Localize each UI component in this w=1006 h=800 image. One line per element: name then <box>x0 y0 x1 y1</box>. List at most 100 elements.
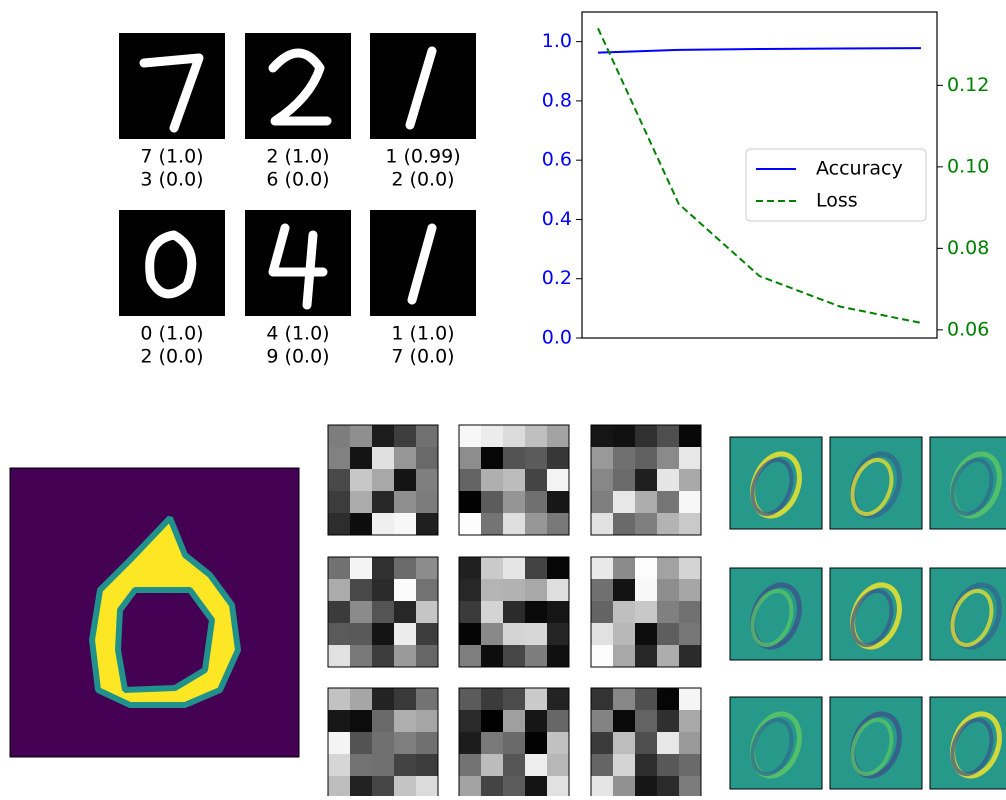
kernel-cell <box>635 688 657 710</box>
kernel-cell <box>547 469 569 491</box>
kernel-cell <box>613 447 635 469</box>
prediction-label: 6 (0.0) <box>266 169 329 191</box>
kernel <box>459 557 569 667</box>
kernel-cell <box>613 754 635 776</box>
kernel-cell <box>613 710 635 732</box>
kernel-cell <box>525 579 547 601</box>
kernel-cell <box>679 425 701 447</box>
kernel-cell <box>459 754 481 776</box>
kernel-cell <box>372 754 394 776</box>
kernel-cell <box>679 601 701 623</box>
kernel-cell <box>679 579 701 601</box>
kernel-cell <box>635 557 657 579</box>
kernel-cell <box>350 623 372 645</box>
kernel-cell <box>679 732 701 754</box>
kernel-cell <box>679 645 701 667</box>
kernel-cell <box>657 491 679 513</box>
kernel-cell <box>503 710 525 732</box>
kernel-cell <box>416 754 438 776</box>
kernels <box>328 425 701 796</box>
kernel-cell <box>503 425 525 447</box>
prediction-label: 2 (0.0) <box>140 346 203 368</box>
kernel-cell <box>679 469 701 491</box>
kernel-cell <box>394 688 416 710</box>
kernel-cell <box>394 425 416 447</box>
kernel-cell <box>547 557 569 579</box>
kernel-cell <box>503 469 525 491</box>
y-tick-label: 0.0 <box>542 327 572 349</box>
kernel-cell <box>481 469 503 491</box>
kernel <box>459 425 569 535</box>
kernel-cell <box>394 491 416 513</box>
kernel-cell <box>328 469 350 491</box>
kernel-cell <box>481 491 503 513</box>
kernel-cell <box>459 601 481 623</box>
kernel-cell <box>372 447 394 469</box>
kernel-cell <box>481 623 503 645</box>
kernel-cell <box>547 425 569 447</box>
prediction-label: 2 (0.0) <box>391 169 454 191</box>
kernel-cell <box>416 557 438 579</box>
kernel-cell <box>350 557 372 579</box>
kernel-cell <box>525 557 547 579</box>
kernel-cell <box>591 645 613 667</box>
kernel-cell <box>416 688 438 710</box>
kernel-cell <box>328 601 350 623</box>
kernel-cell <box>591 469 613 491</box>
kernel-cell <box>525 688 547 710</box>
kernel-cell <box>459 732 481 754</box>
kernel-cell <box>459 623 481 645</box>
kernel-cell <box>350 688 372 710</box>
legend-label: Loss <box>816 190 858 212</box>
kernel-cell <box>591 732 613 754</box>
kernel-cell <box>547 645 569 667</box>
kernel-cell <box>679 754 701 776</box>
prediction-label: 4 (1.0) <box>266 323 329 345</box>
kernel-cell <box>394 469 416 491</box>
kernel-cell <box>525 623 547 645</box>
kernel-cell <box>328 623 350 645</box>
legend-label: Accuracy <box>816 158 903 180</box>
kernel-cell <box>657 776 679 796</box>
feature-map <box>930 697 1006 789</box>
kernel-cell <box>372 579 394 601</box>
kernel-cell <box>481 579 503 601</box>
kernel-cell <box>328 557 350 579</box>
kernel-cell <box>394 601 416 623</box>
kernel-cell <box>525 425 547 447</box>
kernel-cell <box>525 601 547 623</box>
kernel-cell <box>635 513 657 535</box>
kernel-cell <box>328 754 350 776</box>
kernel-cell <box>613 645 635 667</box>
kernel-cell <box>459 491 481 513</box>
kernel-cell <box>503 491 525 513</box>
kernel-cell <box>394 776 416 796</box>
kernel-cell <box>459 425 481 447</box>
kernel-cell <box>679 491 701 513</box>
kernel-cell <box>635 469 657 491</box>
kernel-cell <box>416 710 438 732</box>
kernel-cell <box>481 710 503 732</box>
kernel-cell <box>635 601 657 623</box>
kernel-cell <box>394 754 416 776</box>
kernel-cell <box>635 732 657 754</box>
kernel-cell <box>416 447 438 469</box>
kernel-cell <box>372 513 394 535</box>
kernel-cell <box>679 557 701 579</box>
kernel-cell <box>635 491 657 513</box>
prediction-label: 3 (0.0) <box>140 169 203 191</box>
kernel-cell <box>657 513 679 535</box>
kernel-cell <box>394 557 416 579</box>
feature-maps <box>730 437 1006 789</box>
kernel-cell <box>635 645 657 667</box>
y2-tick-label: 0.06 <box>947 318 989 340</box>
y2-tick-label: 0.08 <box>947 237 989 259</box>
kernel-cell <box>591 513 613 535</box>
figure: 7 (1.0)3 (0.0)2 (1.0)6 (0.0)1 (0.99)2 (0… <box>0 0 1006 796</box>
kernel <box>459 688 569 796</box>
kernel-cell <box>547 491 569 513</box>
kernel-cell <box>481 688 503 710</box>
prediction-label: 1 (1.0) <box>391 323 454 345</box>
kernel-cell <box>679 776 701 796</box>
feature-map <box>730 697 822 789</box>
